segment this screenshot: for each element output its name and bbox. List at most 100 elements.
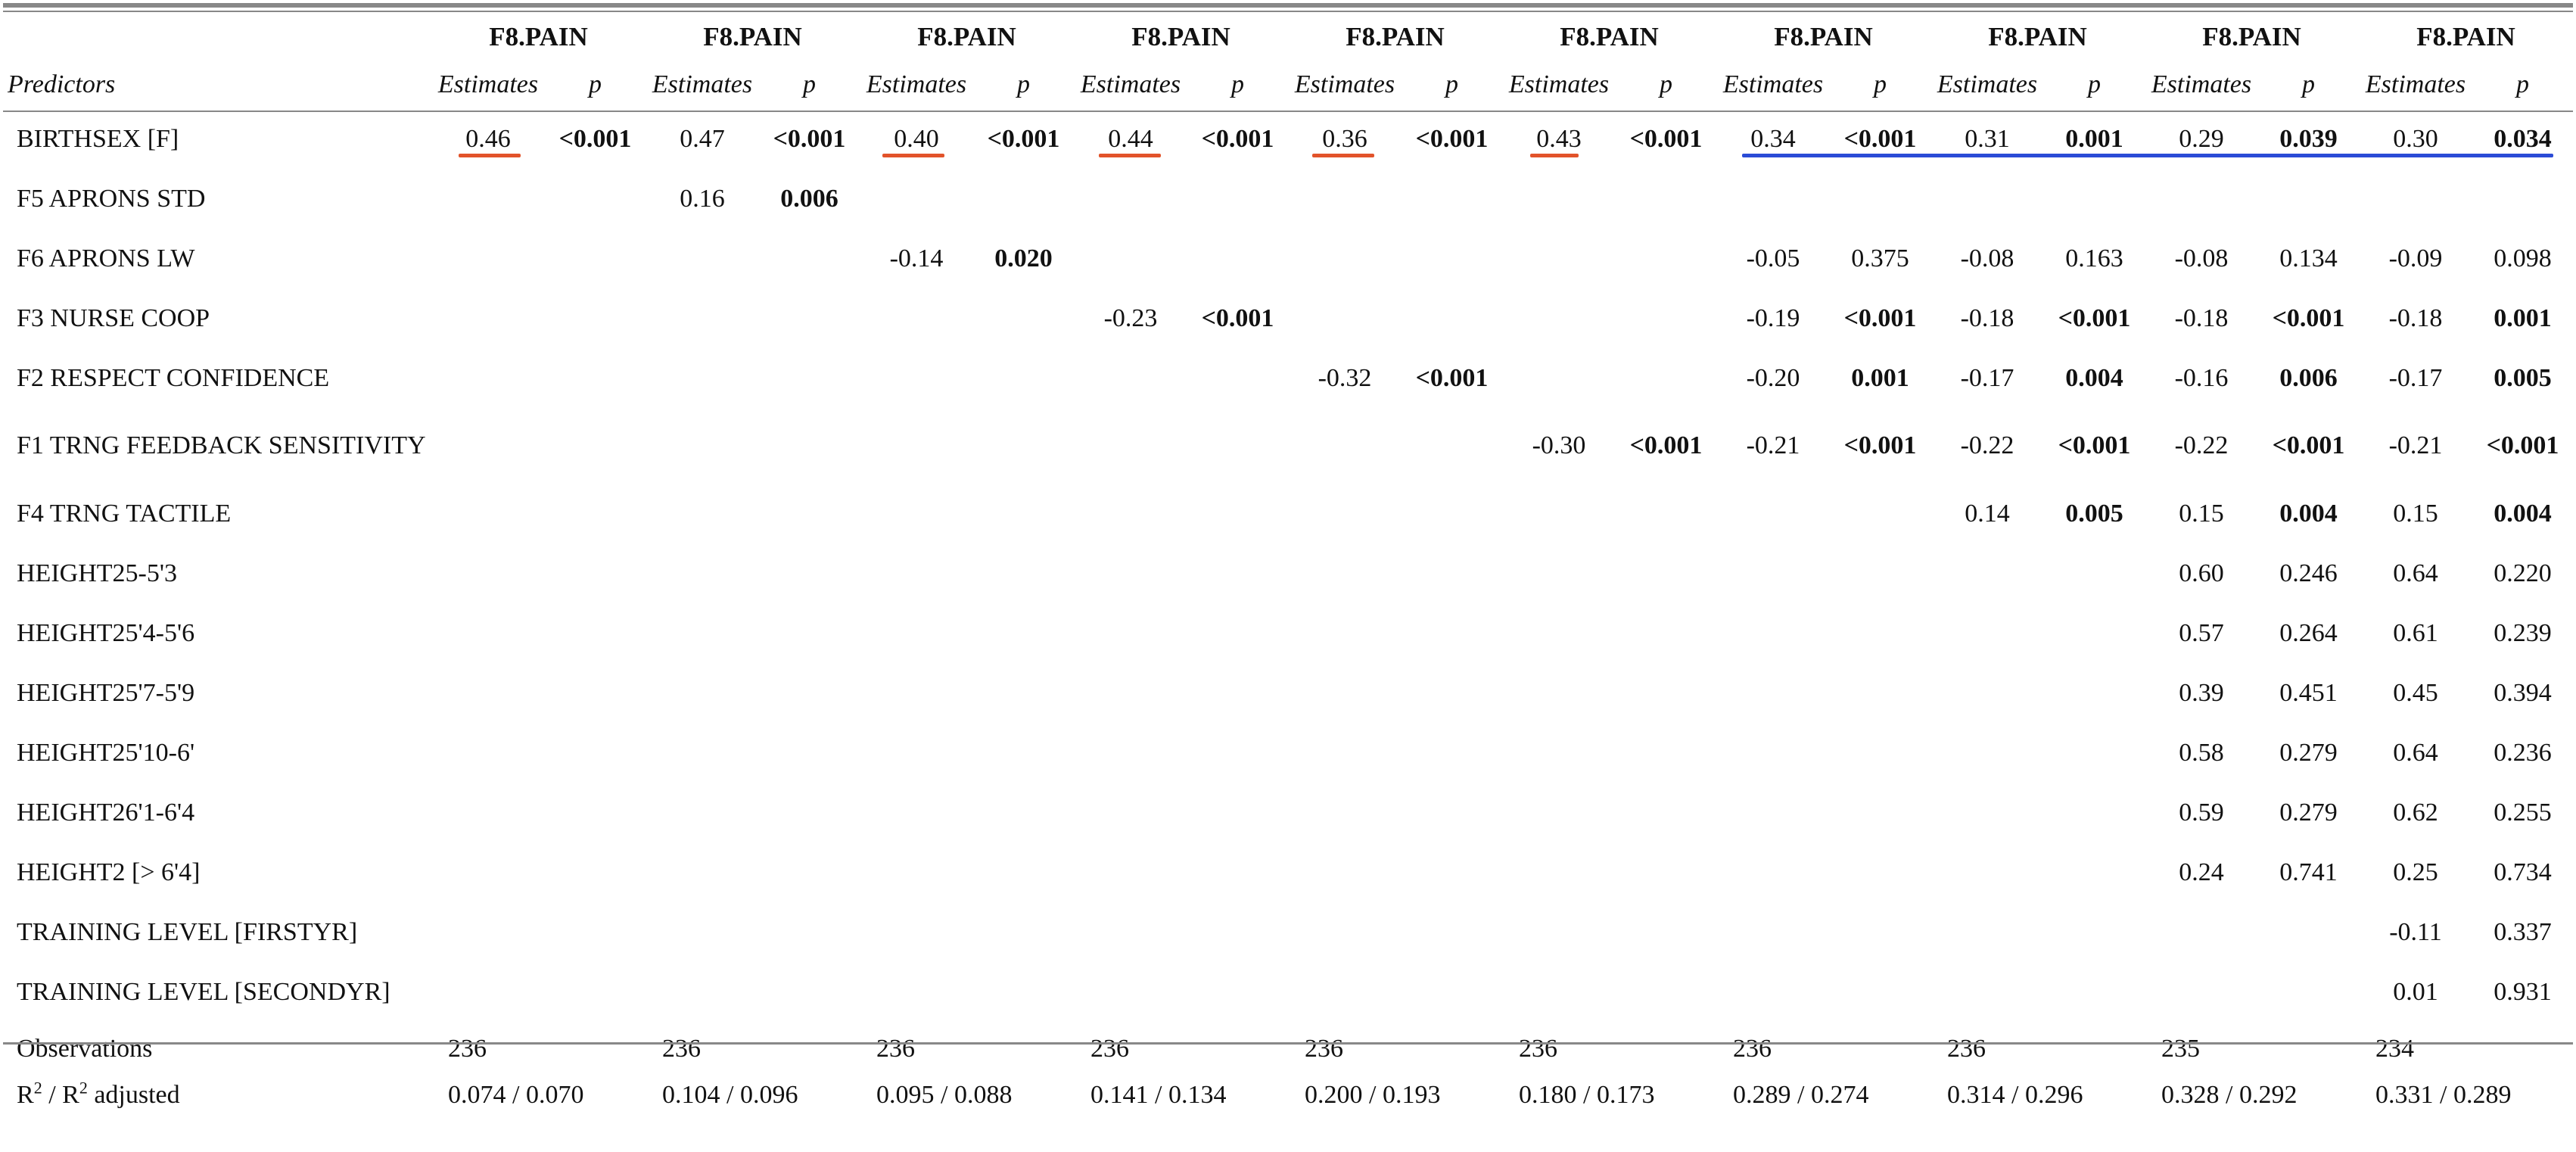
red-underline-model-4 [1099, 154, 1161, 157]
estimate-cell [646, 484, 759, 543]
p-value-cell: 0.098 [2494, 244, 2552, 272]
model-header-10: F8.PAIN [2416, 22, 2515, 51]
estimate-cell: 0.36 [1322, 124, 1367, 153]
observations-value: 236 [662, 1035, 701, 1063]
table-row: HEIGHT25'4-5'6 0.57 0.264 0.61 0.239 [3, 603, 2573, 663]
p-value-cell: 0.264 [2279, 618, 2338, 647]
p-value-cell [973, 962, 1074, 1022]
model-header-2: F8.PAIN [703, 22, 802, 51]
p-value-cell [545, 962, 646, 1022]
p-value-cell [545, 842, 646, 902]
table-row: HEIGHT25'7-5'9 0.39 0.451 0.45 0.394 [3, 663, 2573, 723]
estimate-cell: -0.17 [1960, 363, 2014, 392]
table-row: HEIGHT25-5'3 0.60 0.246 0.64 0.220 [3, 543, 2573, 603]
p-value-cell: 0.001 [1851, 363, 1909, 392]
model-header-4: F8.PAIN [1131, 22, 1230, 51]
p-value-cell [973, 348, 1074, 408]
model-header-3: F8.PAIN [917, 22, 1016, 51]
estimate-cell [1288, 663, 1402, 723]
observations-label: Observations [17, 1035, 153, 1063]
header-blank [3, 14, 431, 61]
estimate-cell [1930, 603, 2044, 663]
p-value-cell [1830, 603, 1930, 663]
estimate-cell: -0.16 [2174, 363, 2229, 392]
r-squared-label: R2 / R2 adjusted [3, 1072, 431, 1119]
p-value-cell: 0.004 [2494, 499, 2552, 528]
model-header-9: F8.PAIN [2202, 22, 2301, 51]
p-value-cell: <0.001 [1629, 124, 1703, 153]
table-row: F4 TRNG TACTILE 0.14 0.005 0.15 0.004 0.15 0.0… [3, 484, 2573, 543]
table-row: HEIGHT2 [> 6'4] 0.24 0.741 0.25 0.734 [3, 842, 2573, 902]
model-header-6: F8.PAIN [1560, 22, 1659, 51]
p-value-cell [1830, 902, 1930, 962]
r-squared-value: 0.104 / 0.096 [662, 1081, 798, 1109]
p-value-cell: 0.451 [2279, 678, 2338, 707]
p-value-cell: 0.239 [2494, 618, 2552, 647]
estimates-header-5: Estimates [1294, 70, 1395, 98]
estimate-cell [431, 603, 545, 663]
p-value-cell: 0.006 [2279, 363, 2338, 392]
p-header-8: p [2088, 70, 2101, 98]
estimate-cell: 0.64 [2393, 559, 2438, 587]
estimate-cell [1502, 962, 1616, 1022]
p-value-cell [759, 288, 860, 348]
estimate-cell [1716, 543, 1830, 603]
estimate-cell [1074, 408, 1187, 484]
predictor-label: HEIGHT25'7-5'9 [17, 678, 195, 707]
estimate-cell: 0.64 [2393, 738, 2438, 767]
estimate-cell: 0.43 [1536, 124, 1582, 153]
r-squared-value: 0.289 / 0.274 [1733, 1081, 1869, 1109]
estimate-cell [1716, 484, 1830, 543]
p-value-cell [759, 408, 860, 484]
estimates-header-2: Estimates [652, 70, 753, 98]
estimate-cell [1502, 543, 1616, 603]
p-value-cell: 0.246 [2279, 559, 2338, 587]
estimate-cell [1930, 169, 2044, 229]
predictor-label: F2 RESPECT CONFIDENCE [17, 363, 330, 392]
p-value-cell [1830, 962, 1930, 1022]
estimates-header-7: Estimates [1722, 70, 1824, 98]
estimate-cell [1288, 723, 1402, 783]
p-header-10: p [2516, 70, 2529, 98]
observations-value: 234 [2375, 1035, 2414, 1063]
estimates-header-9: Estimates [2151, 70, 2252, 98]
estimate-cell: 0.47 [680, 124, 725, 153]
estimate-cell [1288, 842, 1402, 902]
estimate-cell [1502, 783, 1616, 842]
p-value-cell: 0.005 [2065, 499, 2123, 528]
estimate-cell [1074, 723, 1187, 783]
estimate-cell [1502, 902, 1616, 962]
p-value-cell [1402, 543, 1502, 603]
p-value-cell: 0.279 [2279, 798, 2338, 827]
p-value-cell [545, 408, 646, 484]
estimate-cell [431, 543, 545, 603]
p-value-cell [1187, 842, 1288, 902]
estimate-cell [646, 902, 759, 962]
p-value-cell [545, 484, 646, 543]
estimate-cell [1288, 169, 1402, 229]
p-value-cell: <0.001 [1843, 304, 1917, 332]
estimate-cell: -0.19 [1746, 304, 1800, 332]
estimate-cell: 0.30 [2393, 124, 2438, 153]
p-header-6: p [1660, 70, 1672, 98]
p-value-cell [1187, 603, 1288, 663]
r-squared-label-r: R [17, 1081, 34, 1109]
p-header-7: p [1874, 70, 1887, 98]
p-value-cell [973, 484, 1074, 543]
estimate-cell [1716, 169, 1830, 229]
p-value-cell [1830, 723, 1930, 783]
r-squared-value: 0.074 / 0.070 [448, 1081, 584, 1109]
estimate-cell [431, 169, 545, 229]
estimate-cell [1930, 543, 2044, 603]
table-body: F8.PAIN F8.PAIN F8.PAIN F8.PAIN F8.PAIN F8.PA… [3, 14, 2573, 1119]
estimate-cell: -0.20 [1746, 363, 1800, 392]
model-header-7: F8.PAIN [1774, 22, 1873, 51]
p-value-cell [1616, 288, 1716, 348]
top-rule-thick [3, 3, 2573, 8]
estimate-cell [1074, 169, 1187, 229]
estimate-cell [1502, 348, 1616, 408]
predictor-label: F5 APRONS STD [17, 184, 206, 213]
estimate-cell [431, 348, 545, 408]
estimates-header-8: Estimates [1937, 70, 2038, 98]
estimate-cell [2145, 902, 2258, 962]
